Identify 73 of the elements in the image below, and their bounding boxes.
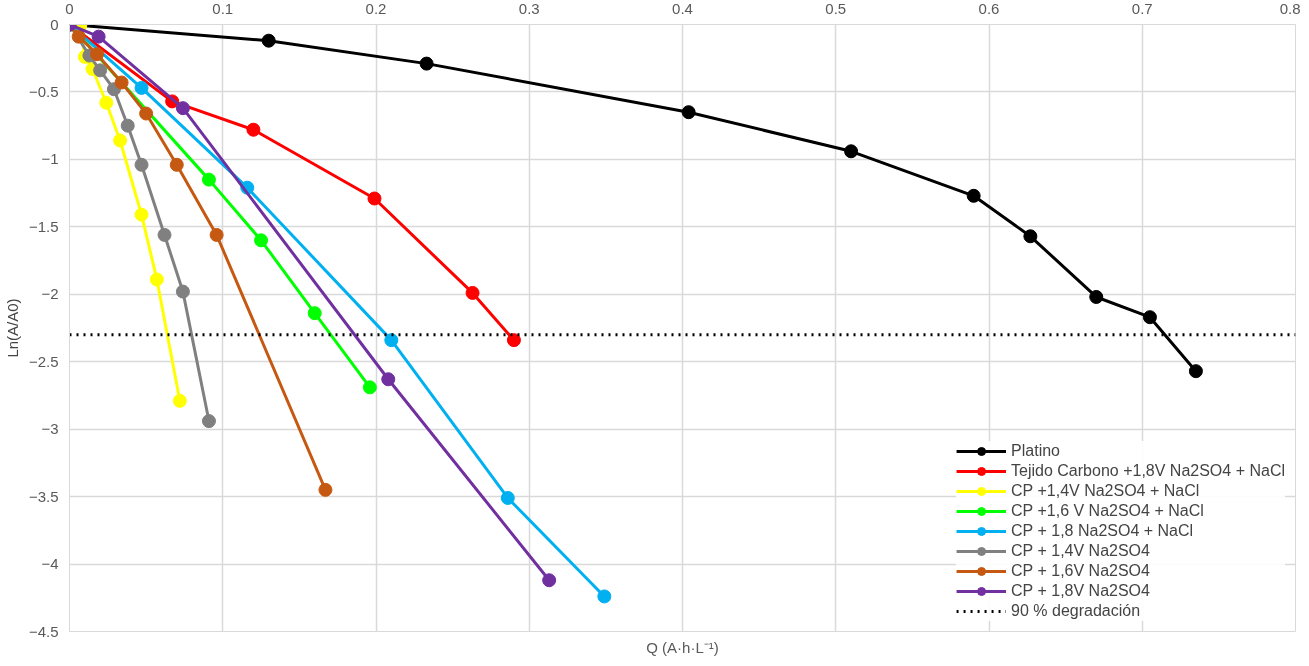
point: [381, 372, 396, 387]
point: [93, 63, 108, 78]
point: [139, 106, 154, 121]
point: [71, 29, 86, 44]
y-tick-label: −2.5: [28, 352, 59, 370]
point: [120, 118, 135, 133]
point: [506, 333, 521, 348]
point: [367, 191, 382, 206]
point: [542, 573, 557, 588]
point: [597, 589, 612, 604]
point: [157, 227, 172, 242]
point: [307, 306, 322, 321]
point: [175, 284, 190, 299]
y-tick-label: −3.5: [28, 487, 59, 505]
y-tick-label: −1.5: [28, 217, 59, 235]
legend-label: Platino: [1011, 442, 1060, 460]
point: [318, 482, 333, 497]
point: [201, 414, 216, 429]
point: [175, 101, 190, 116]
point: [844, 144, 859, 159]
point: [201, 172, 216, 187]
point: [169, 157, 184, 172]
x-tick-label: 0.1: [212, 0, 234, 17]
legend-label: CP +1,6 V Na2SO4 + NaCl: [1011, 502, 1204, 520]
x-tick-label: 0.2: [365, 0, 387, 17]
legend-label: CP +1,4V Na2SO4 + NaCl: [1011, 482, 1200, 500]
x-tick-label: 0.4: [672, 0, 693, 17]
point: [966, 188, 981, 203]
point: [114, 75, 129, 90]
point: [209, 227, 224, 242]
point: [113, 133, 128, 148]
point: [465, 285, 480, 300]
point: [1089, 289, 1104, 304]
legend-label: CP + 1,8V Na2SO4: [1011, 582, 1150, 600]
point: [91, 29, 106, 44]
point: [362, 380, 377, 395]
x-tick-label: 0.3: [518, 0, 540, 17]
legend-label: CP + 1,4V Na2SO4: [1011, 542, 1150, 560]
x-tick-label: 0.7: [1131, 0, 1153, 17]
point: [246, 122, 261, 137]
point: [1023, 229, 1038, 244]
y-tick-label: −1: [41, 150, 59, 168]
x-tick-label: 0: [65, 0, 74, 17]
point: [134, 80, 149, 95]
y-tick-label: −2: [41, 285, 59, 303]
point: [90, 47, 105, 62]
point: [1142, 310, 1157, 325]
point: [254, 233, 269, 248]
legend-label: Tejido Carbono +1,8V Na2SO4 + NaCl: [1011, 462, 1285, 480]
point: [681, 105, 696, 120]
point: [134, 157, 149, 172]
legend-label: CP + 1,8 Na2SO4 + NaCl: [1011, 522, 1194, 540]
point: [134, 207, 149, 222]
legend-label: 90 % degradación: [1011, 602, 1141, 620]
y-tick-label: 0: [50, 15, 59, 33]
x-tick-label: 0.8: [1279, 0, 1301, 17]
x-axis-title: Q (A·h·L⁻¹): [646, 638, 719, 656]
point: [1188, 364, 1203, 379]
x-tick-label: 0.5: [825, 0, 847, 17]
y-tick-label: −4.5: [28, 622, 59, 640]
y-tick-label: −0.5: [28, 82, 59, 100]
point: [99, 95, 114, 110]
point: [500, 490, 515, 505]
x-tick-label: 0.6: [978, 0, 1000, 17]
point: [149, 272, 164, 287]
point: [384, 333, 399, 348]
y-tick-label: −4: [41, 555, 59, 573]
legend-label: CP + 1,6V Na2SO4: [1011, 562, 1150, 580]
point: [419, 56, 434, 71]
y-tick-label: −3: [41, 420, 59, 438]
point: [172, 393, 187, 408]
point: [261, 33, 276, 48]
y-axis-title: Ln(A/A0): [3, 298, 21, 358]
